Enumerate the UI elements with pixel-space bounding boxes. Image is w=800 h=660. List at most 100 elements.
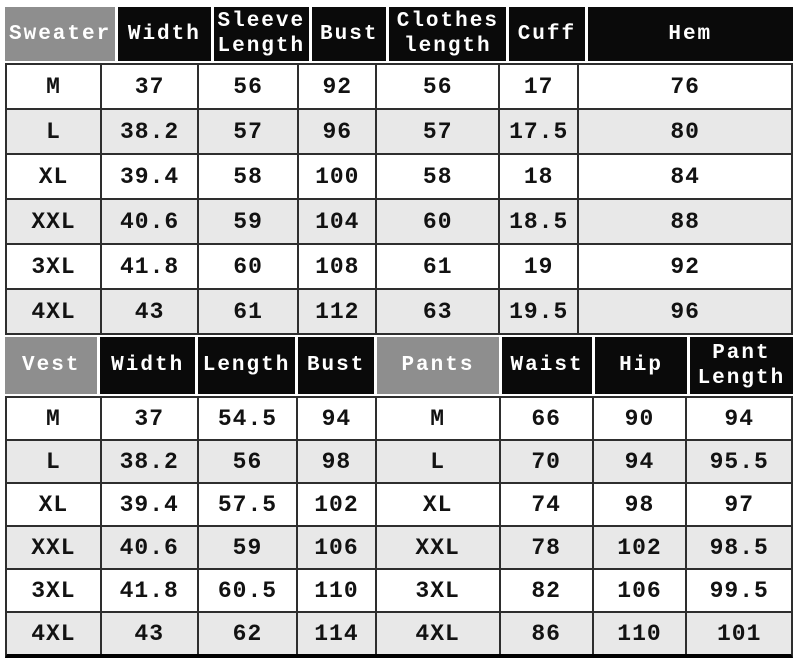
header-cell: Hip xyxy=(595,337,687,394)
table-cell: 112 xyxy=(299,290,376,333)
table-cell: 102 xyxy=(298,484,375,525)
table-cell: 40.6 xyxy=(102,200,198,243)
table-cell: 19.5 xyxy=(499,290,578,333)
table-cell: 41.8 xyxy=(102,245,198,288)
header-cell: Length xyxy=(197,337,296,394)
table-cell: 82 xyxy=(500,570,592,611)
table-cell: 43 xyxy=(101,613,197,654)
table-cell: 88 xyxy=(579,200,791,243)
size-label-cell: 3XL xyxy=(7,570,100,611)
header-cell: Pant Length xyxy=(689,337,793,394)
table-cell: 61 xyxy=(199,290,298,333)
table-cell: 70 xyxy=(500,441,592,482)
table-cell: 56 xyxy=(377,65,498,108)
table-cell: 114 xyxy=(298,613,375,654)
table-cell: 54.5 xyxy=(198,398,297,439)
table-cell: 58 xyxy=(377,155,498,198)
table-cell: 110 xyxy=(593,613,686,654)
size-label-cell: L xyxy=(7,110,101,153)
header-cell: Cuff xyxy=(509,7,585,61)
table-cell: 100 xyxy=(299,155,376,198)
size-label-cell: XL xyxy=(7,155,101,198)
table-body: M 37 54.5 94 M 66 90 94 L 38.2 56 98 L 70 94 95.5 XL 39.4… xyxy=(5,396,793,658)
table-cell: 18.5 xyxy=(499,200,578,243)
table-cell: 102 xyxy=(593,527,686,568)
table-cell: 56 xyxy=(199,65,298,108)
size-label-cell: XXL xyxy=(7,200,101,243)
header-cell: Width xyxy=(100,337,195,394)
table-cell: 37 xyxy=(102,65,198,108)
table-cell: 95.5 xyxy=(687,441,791,482)
header-cell: Bust xyxy=(298,337,375,394)
size-label-cell: XXL xyxy=(376,527,499,568)
table-cell: 18 xyxy=(499,155,578,198)
table-cell: 94 xyxy=(593,441,686,482)
table-cell: 108 xyxy=(299,245,376,288)
table-cell: 17 xyxy=(499,65,578,108)
table-cell: 39.4 xyxy=(102,155,198,198)
size-label-cell: L xyxy=(376,441,499,482)
size-label-cell: XXL xyxy=(7,527,100,568)
header-cell: Waist xyxy=(501,337,593,394)
table-cell: 78 xyxy=(500,527,592,568)
table-cell: 94 xyxy=(687,398,791,439)
size-label-cell: 4XL xyxy=(376,613,499,654)
table-cell: 98 xyxy=(593,484,686,525)
table-cell: 60.5 xyxy=(198,570,297,611)
size-label-cell: M xyxy=(376,398,499,439)
table-cell: 60 xyxy=(199,245,298,288)
table-cell: 19 xyxy=(499,245,578,288)
table-cell: 74 xyxy=(500,484,592,525)
table-cell: 97 xyxy=(687,484,791,525)
table-cell: 37 xyxy=(101,398,197,439)
table-cell: 96 xyxy=(299,110,376,153)
header-cell: Clothes length xyxy=(389,7,507,61)
table-cell: 94 xyxy=(298,398,375,439)
table-cell: 76 xyxy=(579,65,791,108)
table-cell: 59 xyxy=(198,527,297,568)
table-cell: 60 xyxy=(377,200,498,243)
table-cell: 38.2 xyxy=(101,441,197,482)
size-table-vest-pants: Vest Width Length Bust Pants Waist Hip Pant Len… xyxy=(5,337,793,658)
header-cell: Sweater xyxy=(5,7,116,61)
size-label-cell: 4XL xyxy=(7,290,101,333)
table-header-row: Sweater Width Sleeve Length Bust Clothes len… xyxy=(5,7,793,61)
table-cell: 57.5 xyxy=(198,484,297,525)
table-cell: 101 xyxy=(687,613,791,654)
table-cell: 98 xyxy=(298,441,375,482)
table-cell: 61 xyxy=(377,245,498,288)
table-cell: 98.5 xyxy=(687,527,791,568)
table-cell: 92 xyxy=(579,245,791,288)
table-cell: 56 xyxy=(198,441,297,482)
table-cell: 92 xyxy=(299,65,376,108)
table-cell: 80 xyxy=(579,110,791,153)
table-cell: 84 xyxy=(579,155,791,198)
size-label-cell: XL xyxy=(376,484,499,525)
table-cell: 57 xyxy=(199,110,298,153)
table-cell: 104 xyxy=(299,200,376,243)
size-label-cell: 4XL xyxy=(7,613,100,654)
table-cell: 99.5 xyxy=(687,570,791,611)
table-cell: 110 xyxy=(298,570,375,611)
table-cell: 96 xyxy=(579,290,791,333)
table-cell: 41.8 xyxy=(101,570,197,611)
header-cell: Pants xyxy=(377,337,499,394)
table-cell: 17.5 xyxy=(499,110,578,153)
table-cell: 58 xyxy=(199,155,298,198)
table-cell: 106 xyxy=(593,570,686,611)
header-cell: Vest xyxy=(5,337,98,394)
table-cell: 43 xyxy=(102,290,198,333)
table-cell: 57 xyxy=(377,110,498,153)
header-cell: Sleeve Length xyxy=(213,7,310,61)
size-label-cell: L xyxy=(7,441,100,482)
table-body: M 37 56 92 56 17 76 L 38.2 57 96 57 17.5 80 XL 39.4 58 10… xyxy=(5,63,793,335)
table-cell: 62 xyxy=(198,613,297,654)
header-cell: Width xyxy=(118,7,211,61)
size-label-cell: XL xyxy=(7,484,100,525)
size-label-cell: 3XL xyxy=(376,570,499,611)
header-cell: Bust xyxy=(312,7,387,61)
table-cell: 86 xyxy=(500,613,592,654)
table-cell: 63 xyxy=(377,290,498,333)
table-cell: 66 xyxy=(500,398,592,439)
table-header-row: Vest Width Length Bust Pants Waist Hip Pant Len… xyxy=(5,337,793,394)
